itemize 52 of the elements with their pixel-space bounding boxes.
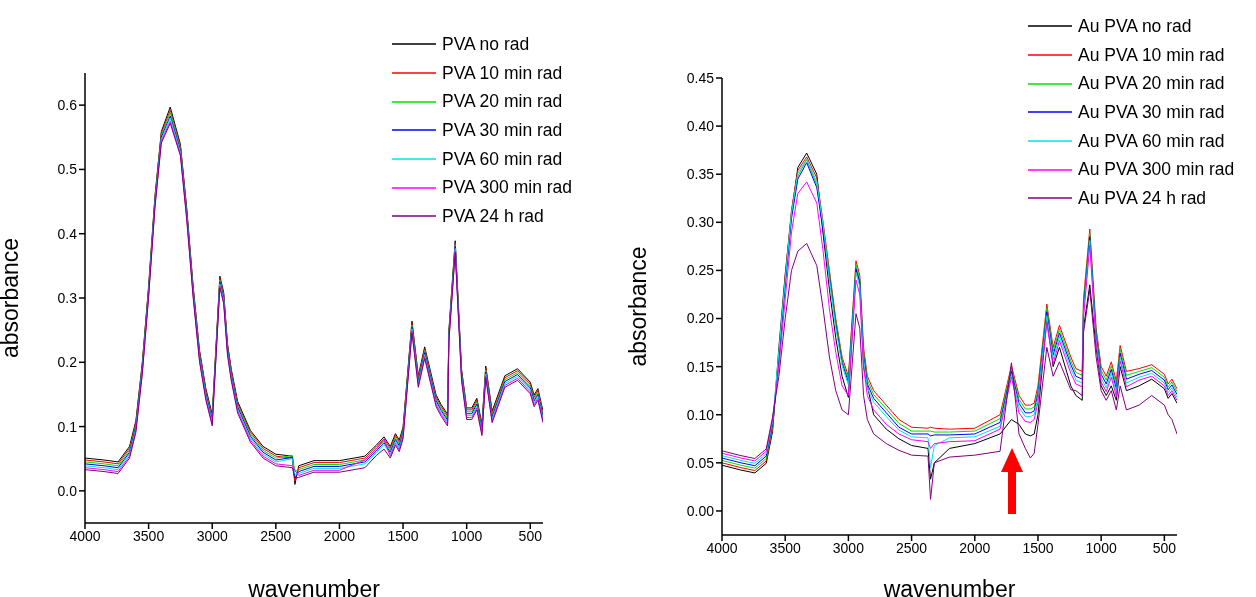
legend-label: PVA 10 min rad	[442, 62, 563, 84]
y-tick-label: 0.10	[686, 406, 715, 423]
x-tick-label: 4000	[69, 527, 101, 544]
legend-label: Au PVA no rad	[1078, 15, 1192, 37]
line-series	[722, 242, 1177, 500]
y-tick-label: 0.40	[686, 118, 715, 135]
y-tick-label: 0.45	[686, 69, 715, 86]
x-tick-label: 2500	[260, 527, 292, 544]
legend-label: PVA 60 min rad	[442, 148, 563, 170]
x-axis-title: wavenumber	[882, 576, 1016, 597]
x-tick-label: 3000	[832, 539, 865, 556]
x-tick-label: 3000	[196, 527, 228, 544]
legend-label: Au PVA 20 min rad	[1078, 73, 1225, 95]
x-tick-label: 2500	[896, 539, 928, 556]
x-tick-label: 500	[1152, 539, 1177, 556]
x-tick-label: 1000	[451, 527, 483, 544]
y-tick-label: 0.35	[686, 166, 715, 183]
y-tick-label: 0.6	[57, 97, 78, 114]
legend-label: PVA 24 h rad	[442, 205, 544, 227]
x-tick-label: 2000	[959, 539, 991, 556]
x-tick-label: 3500	[133, 527, 165, 544]
y-tick-label: 0.1	[57, 418, 78, 435]
x-tick-label: 500	[518, 527, 543, 544]
y-tick-label: 0.0	[57, 482, 78, 499]
y-tick-label: 0.25	[686, 262, 715, 279]
x-tick-label: 1500	[387, 527, 419, 544]
x-axis-title: wavenumber	[247, 576, 381, 597]
y-tick-label: 0.05	[686, 454, 715, 471]
y-tick-label: 0.00	[686, 502, 715, 519]
x-tick-label: 2000	[323, 527, 356, 544]
legend-label: Au PVA 24 h rad	[1078, 187, 1207, 209]
y-tick-label: 0.5	[57, 161, 78, 178]
legend-label: PVA 20 min rad	[442, 91, 563, 113]
legend-label: PVA 30 min rad	[442, 119, 563, 141]
legend-label: Au PVA 30 min rad	[1078, 101, 1225, 123]
y-tick-label: 0.3	[57, 289, 78, 306]
x-tick-label: 4000	[706, 539, 738, 556]
y-tick-label: 0.4	[57, 225, 78, 242]
x-tick-label: 1500	[1022, 539, 1054, 556]
y-tick-label: 0.30	[686, 214, 715, 231]
legend-label: PVA 300 min rad	[442, 177, 573, 199]
x-tick-label: 1000	[1085, 539, 1117, 556]
y-tick-label: 0.2	[57, 354, 78, 371]
x-tick-label: 3500	[769, 539, 801, 556]
legend-label: Au PVA 10 min rad	[1078, 44, 1225, 66]
legend-label: Au PVA 60 min rad	[1078, 130, 1225, 152]
y-axis-title: absorbance	[0, 237, 24, 359]
legend-label: PVA no rad	[442, 33, 530, 55]
legend-label: Au PVA 300 min rad	[1078, 159, 1235, 181]
y-axis-title: absorbance	[625, 246, 652, 367]
y-tick-label: 0.15	[686, 358, 715, 375]
y-tick-label: 0.20	[686, 310, 715, 327]
